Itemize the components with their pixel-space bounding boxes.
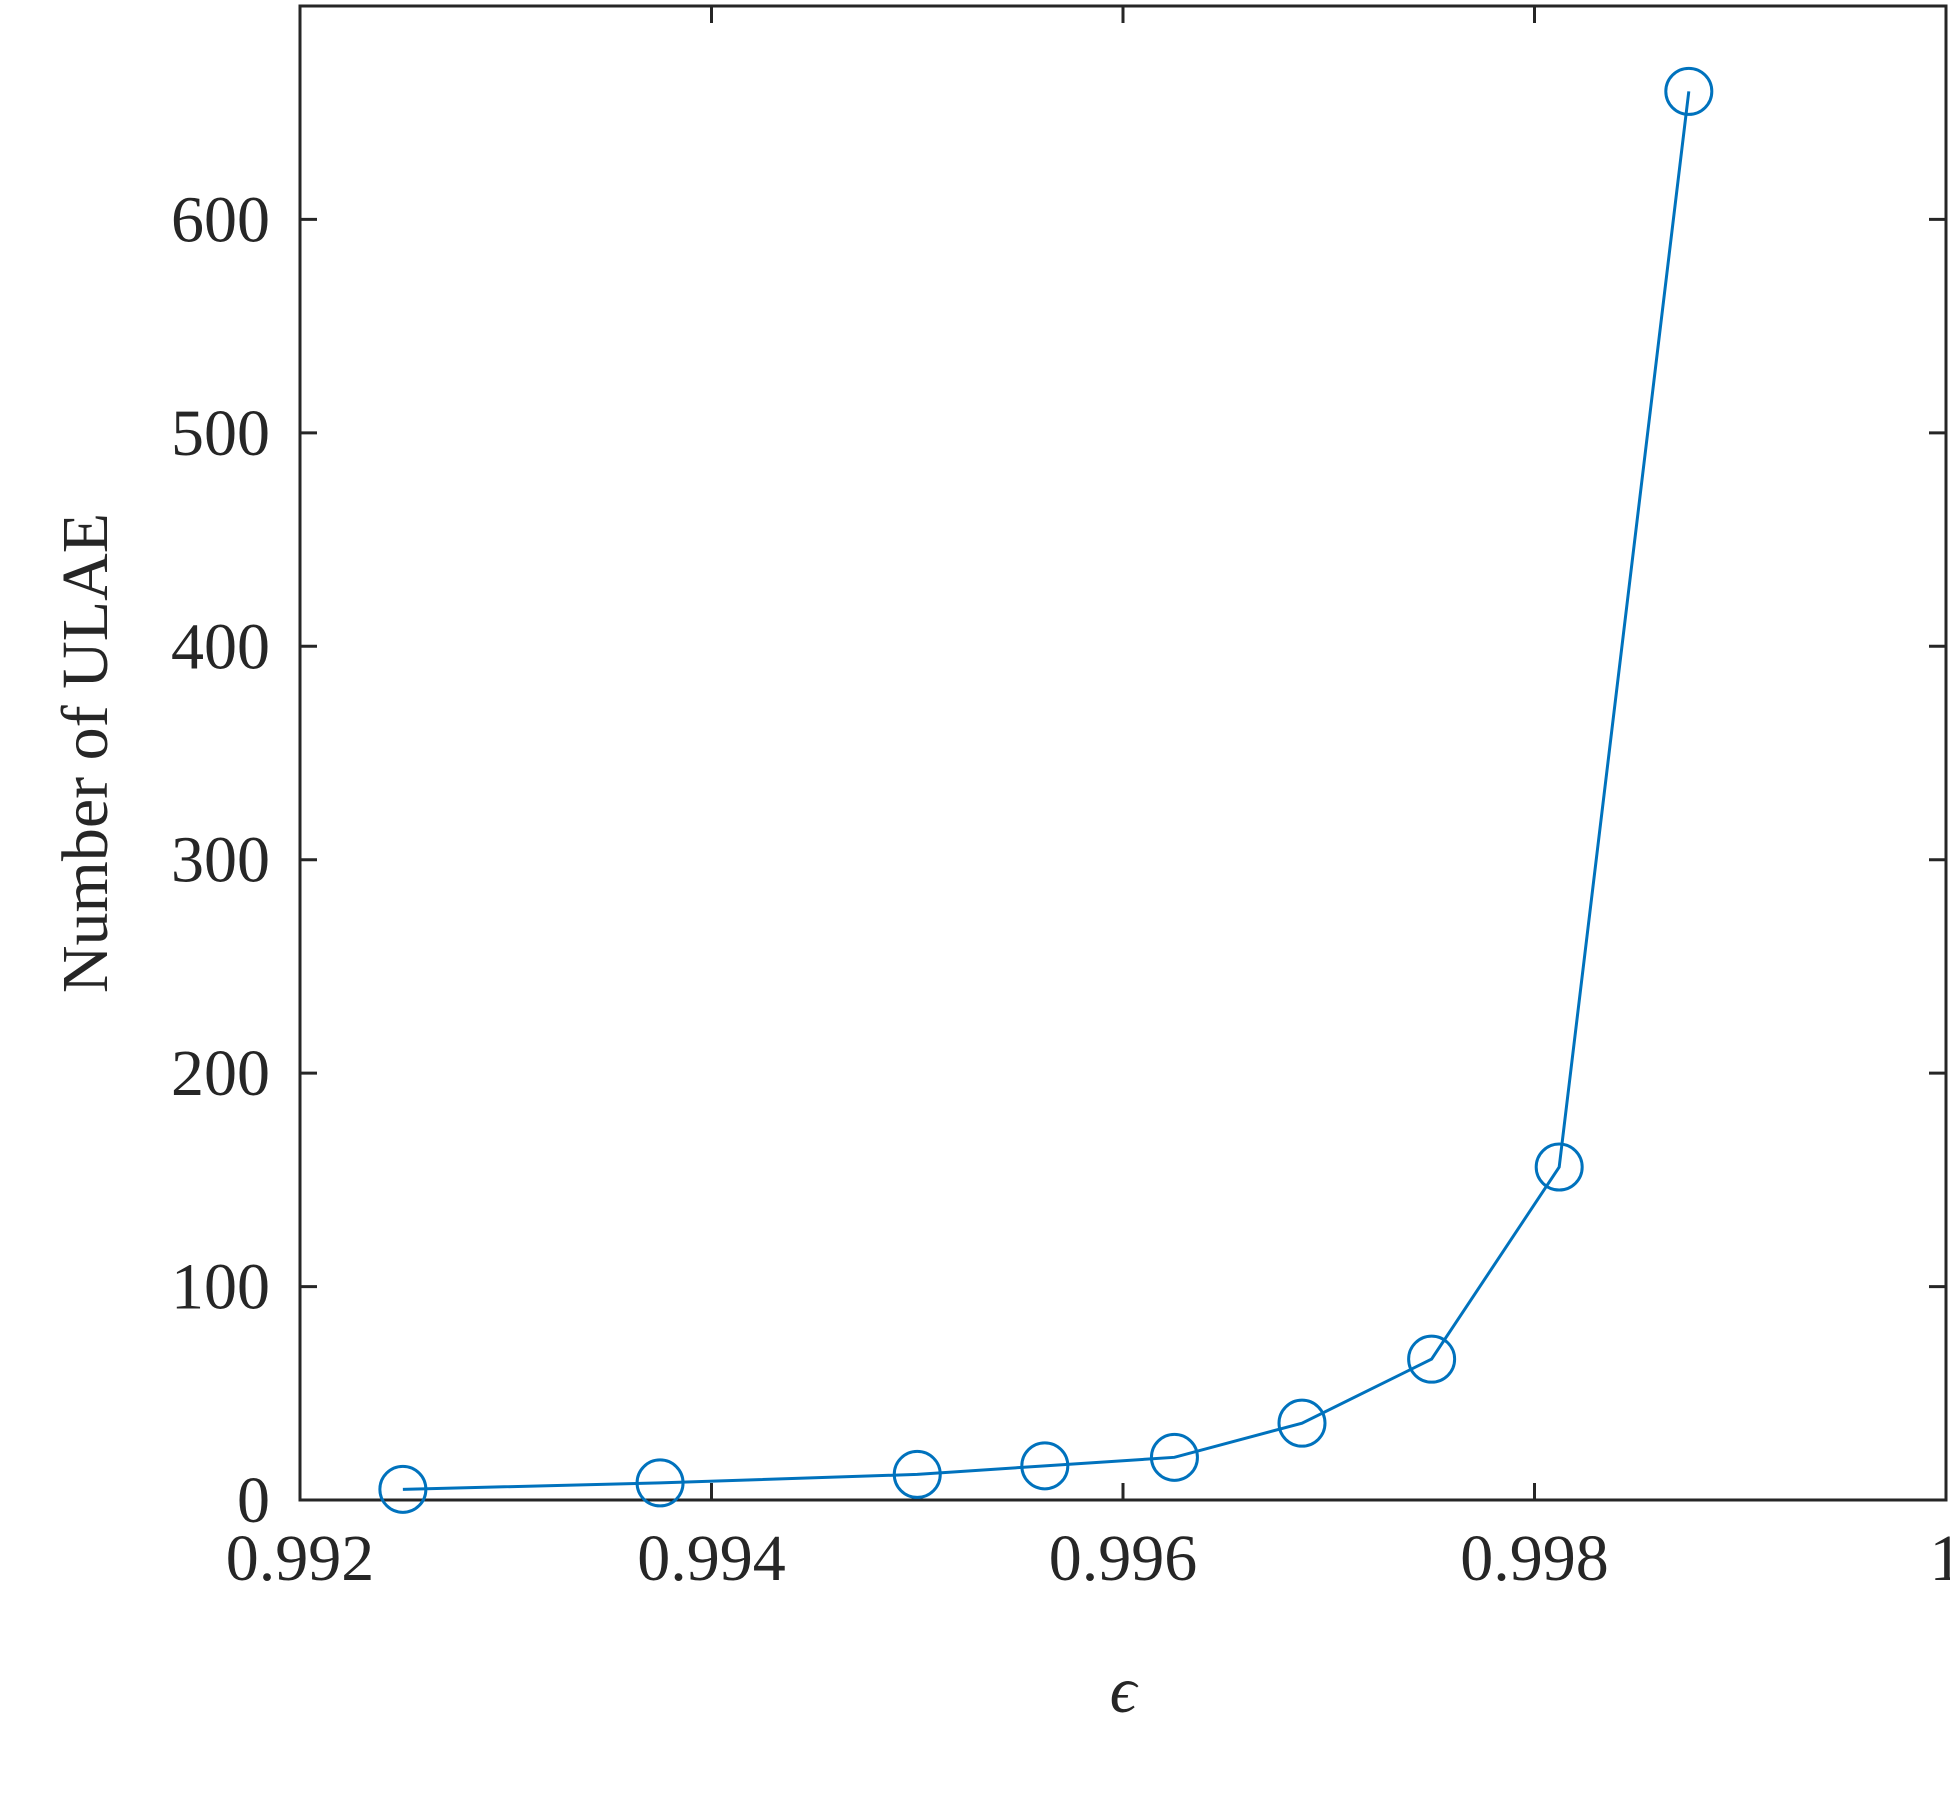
y-tick-label: 100: [171, 1251, 270, 1324]
x-tick-label: 1: [1930, 1522, 1950, 1595]
y-tick-label: 500: [171, 397, 270, 470]
y-axis-label: Number of ULAE: [49, 513, 122, 993]
y-tick-label: 400: [171, 610, 270, 683]
x-axis-label: ϵ: [1110, 1654, 1139, 1727]
y-tick-label: 600: [171, 183, 270, 256]
y-tick-label: 300: [171, 824, 270, 897]
y-tick-label: 0: [237, 1464, 270, 1537]
x-tick-label: 0.998: [1460, 1522, 1609, 1595]
x-tick-label: 0.994: [637, 1522, 786, 1595]
data-series: [380, 68, 1712, 1512]
y-tick-label: 200: [171, 1037, 270, 1110]
series-line: [403, 91, 1689, 1489]
x-tick-label: 0.996: [1049, 1522, 1198, 1595]
axes-box: [300, 6, 1946, 1500]
